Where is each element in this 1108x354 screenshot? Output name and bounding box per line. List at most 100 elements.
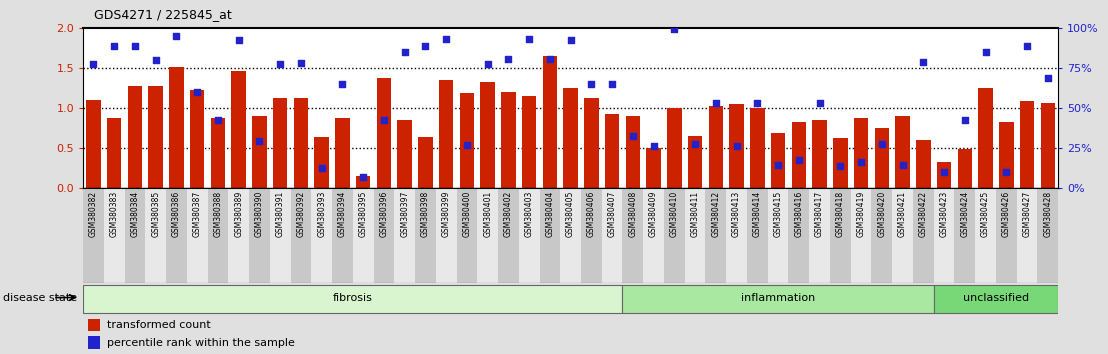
Bar bbox=[623, 188, 644, 283]
Point bbox=[271, 61, 289, 67]
Point bbox=[147, 57, 165, 63]
Point bbox=[728, 143, 746, 149]
Bar bbox=[996, 188, 1017, 283]
Bar bbox=[104, 188, 124, 283]
Text: GSM380425: GSM380425 bbox=[981, 190, 991, 237]
Text: GSM380407: GSM380407 bbox=[607, 190, 617, 237]
Bar bbox=[270, 188, 290, 283]
Text: GSM380419: GSM380419 bbox=[856, 190, 865, 237]
Point bbox=[894, 162, 912, 168]
Bar bbox=[187, 188, 207, 283]
Bar bbox=[377, 79, 391, 188]
Bar bbox=[481, 82, 495, 188]
Text: GSM380417: GSM380417 bbox=[815, 190, 824, 237]
Bar bbox=[398, 120, 412, 188]
Bar bbox=[561, 188, 581, 283]
Bar bbox=[352, 188, 373, 283]
Point bbox=[375, 117, 392, 123]
Bar bbox=[812, 120, 827, 188]
Bar bbox=[435, 188, 456, 283]
Text: GSM380412: GSM380412 bbox=[711, 190, 720, 236]
Text: GSM380392: GSM380392 bbox=[297, 190, 306, 237]
Text: GSM380415: GSM380415 bbox=[773, 190, 782, 237]
Point bbox=[583, 81, 601, 87]
Point bbox=[312, 165, 330, 171]
Bar bbox=[356, 176, 370, 188]
Text: GSM380410: GSM380410 bbox=[670, 190, 679, 237]
Bar bbox=[771, 133, 786, 188]
Text: GDS4271 / 225845_at: GDS4271 / 225845_at bbox=[94, 8, 232, 21]
Bar bbox=[249, 188, 270, 283]
Text: GSM380384: GSM380384 bbox=[131, 190, 140, 237]
Bar bbox=[332, 188, 352, 283]
Bar bbox=[667, 108, 681, 188]
Bar bbox=[934, 188, 954, 283]
Bar bbox=[478, 188, 497, 283]
Bar bbox=[688, 136, 702, 188]
Point bbox=[167, 33, 185, 39]
Point bbox=[84, 61, 102, 67]
Bar bbox=[189, 91, 205, 188]
Point bbox=[749, 101, 767, 106]
Text: GSM380399: GSM380399 bbox=[442, 190, 451, 237]
Point bbox=[873, 141, 891, 147]
Text: GSM380428: GSM380428 bbox=[1044, 190, 1053, 236]
Text: GSM380427: GSM380427 bbox=[1023, 190, 1032, 237]
Bar bbox=[232, 72, 246, 188]
Bar bbox=[768, 188, 789, 283]
Text: GSM380390: GSM380390 bbox=[255, 190, 264, 237]
Point bbox=[521, 36, 538, 41]
Bar bbox=[563, 88, 578, 188]
Bar bbox=[809, 188, 830, 283]
Bar bbox=[874, 128, 889, 188]
Text: GSM380416: GSM380416 bbox=[794, 190, 803, 237]
Bar bbox=[540, 188, 561, 283]
Bar bbox=[145, 188, 166, 283]
Bar bbox=[107, 118, 122, 188]
Bar bbox=[709, 105, 724, 188]
Point bbox=[1018, 43, 1036, 48]
Point bbox=[293, 60, 310, 65]
Text: GSM380401: GSM380401 bbox=[483, 190, 492, 237]
Bar bbox=[664, 188, 685, 283]
Point bbox=[417, 43, 434, 48]
Text: GSM380387: GSM380387 bbox=[193, 190, 202, 237]
Point bbox=[334, 81, 351, 87]
Bar bbox=[253, 116, 267, 188]
Bar bbox=[290, 188, 311, 283]
Point bbox=[355, 175, 372, 180]
Bar bbox=[747, 188, 768, 283]
Point bbox=[790, 157, 808, 162]
Text: GSM380402: GSM380402 bbox=[504, 190, 513, 237]
Bar bbox=[86, 100, 101, 188]
Text: GSM380397: GSM380397 bbox=[400, 190, 409, 237]
Point bbox=[126, 43, 144, 48]
Bar bbox=[416, 188, 435, 283]
Point bbox=[624, 133, 642, 139]
Bar bbox=[602, 188, 623, 283]
Text: GSM380382: GSM380382 bbox=[89, 190, 98, 236]
Point bbox=[396, 50, 413, 55]
Bar bbox=[124, 188, 145, 283]
Bar bbox=[83, 285, 623, 314]
Bar bbox=[644, 188, 664, 283]
Bar bbox=[166, 188, 187, 283]
Text: GSM380424: GSM380424 bbox=[961, 190, 970, 237]
Bar bbox=[685, 188, 706, 283]
Point bbox=[976, 50, 994, 55]
Text: GSM380396: GSM380396 bbox=[379, 190, 389, 237]
Text: transformed count: transformed count bbox=[107, 320, 212, 330]
Point bbox=[645, 143, 663, 149]
Text: GSM380385: GSM380385 bbox=[151, 190, 161, 237]
Text: GSM380395: GSM380395 bbox=[359, 190, 368, 237]
Bar bbox=[127, 86, 142, 188]
Text: GSM380406: GSM380406 bbox=[587, 190, 596, 237]
Bar bbox=[170, 67, 184, 188]
Point bbox=[831, 163, 849, 169]
Point bbox=[956, 117, 974, 123]
Bar bbox=[626, 116, 640, 188]
Bar bbox=[892, 188, 913, 283]
Text: GSM380400: GSM380400 bbox=[462, 190, 471, 237]
Text: GSM380411: GSM380411 bbox=[690, 190, 699, 236]
Bar bbox=[88, 319, 100, 331]
